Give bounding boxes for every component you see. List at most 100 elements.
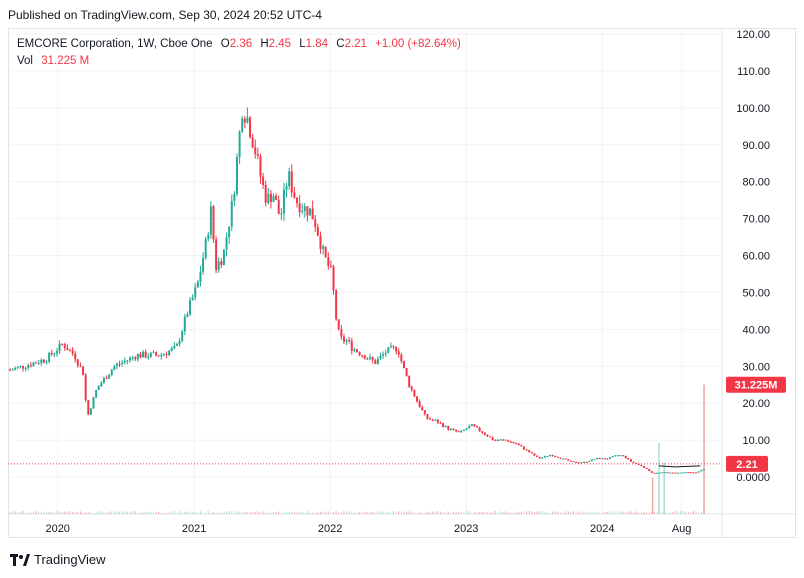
tradingview-logo-icon — [10, 553, 30, 566]
volume-bar — [244, 511, 246, 514]
volume-bar — [236, 511, 238, 514]
volume-bar — [254, 511, 256, 514]
candle-body — [131, 357, 134, 359]
candle-body — [295, 197, 298, 204]
candle-body — [449, 428, 452, 430]
volume-bar — [468, 511, 470, 514]
volume-bar — [215, 512, 217, 514]
volume-bar — [677, 512, 679, 514]
volume-bar — [72, 512, 74, 514]
volume-bar — [92, 512, 94, 514]
tradingview-logo[interactable]: TradingView — [10, 552, 106, 567]
volume-bar — [583, 511, 585, 514]
candle-body — [290, 171, 293, 193]
volume-bar — [544, 511, 546, 514]
volume-bar — [116, 511, 118, 514]
candle-body — [478, 427, 481, 432]
volume-bar — [176, 512, 178, 514]
candle-body — [549, 455, 552, 457]
candle-body — [50, 352, 53, 355]
volume-bar — [79, 511, 81, 514]
candle-body — [155, 352, 158, 356]
candle-body — [348, 339, 351, 341]
candle-body — [126, 360, 129, 362]
candle-body — [9, 369, 11, 371]
candle-body — [525, 449, 528, 451]
candle-body — [241, 118, 244, 132]
volume-bar — [241, 512, 243, 514]
volume-bar — [171, 511, 173, 514]
candle-body — [671, 472, 674, 474]
volume-bar — [700, 511, 702, 514]
volume-bar — [35, 511, 37, 514]
volume-bar — [604, 511, 606, 514]
y-tick-label: 60.00 — [742, 251, 770, 263]
volume-bar — [612, 511, 614, 514]
volume-bar — [646, 512, 648, 514]
volume-bar — [596, 512, 598, 514]
candle-body — [371, 356, 374, 361]
volume-bar — [66, 512, 68, 514]
candle-body — [663, 472, 666, 474]
candle-body — [282, 189, 285, 214]
candle-body — [538, 456, 541, 459]
candle-body — [71, 350, 74, 354]
y-tick-label: 30.00 — [742, 361, 770, 373]
volume-bar — [643, 511, 645, 514]
candle-body — [303, 206, 306, 211]
volume-bar — [335, 511, 337, 514]
candle-body — [246, 117, 249, 123]
candle-body — [528, 450, 531, 453]
candle-body — [350, 340, 353, 351]
volume-bar — [325, 512, 327, 514]
candle-body — [97, 386, 100, 391]
volume-bar — [210, 512, 212, 514]
candle-body — [486, 434, 489, 437]
candle-body — [37, 363, 40, 365]
volume-bar — [518, 511, 520, 514]
volume-bar — [82, 512, 84, 514]
candle-body — [648, 468, 651, 472]
volume-bar — [554, 511, 556, 514]
volume-bar — [460, 512, 462, 514]
candle-body — [152, 352, 155, 354]
candle-body — [118, 363, 121, 365]
volume-bar — [442, 512, 444, 514]
volume-bar — [479, 512, 481, 514]
volume-bar — [398, 511, 400, 514]
volume-bar — [486, 512, 488, 514]
volume-bar — [231, 511, 233, 514]
volume-bar — [145, 511, 147, 514]
volume-bar — [374, 512, 376, 514]
candle-body — [123, 360, 126, 363]
candle-body — [397, 351, 400, 355]
candle-body — [45, 361, 48, 363]
volume-bar — [499, 511, 501, 514]
candle-body — [536, 455, 539, 457]
volume-bar — [22, 511, 24, 514]
volume-bar — [586, 512, 588, 514]
volume-bar — [437, 511, 439, 514]
volume-bar — [656, 512, 658, 514]
candle-body — [238, 131, 241, 158]
volume-bar — [270, 512, 272, 514]
candle-body — [596, 458, 599, 460]
volume-bar — [617, 511, 619, 514]
volume-bar — [494, 511, 496, 514]
volume-bar — [192, 512, 194, 514]
volume-bar — [312, 512, 314, 514]
volume-bar — [134, 511, 136, 514]
volume-bar — [338, 512, 340, 514]
candle-body — [402, 361, 405, 369]
candle-body — [306, 206, 309, 216]
candle-body — [426, 414, 429, 419]
candle-body — [262, 176, 265, 185]
candle-body — [494, 440, 497, 442]
volume-bar — [377, 511, 379, 514]
candle-body — [619, 455, 622, 457]
volume-bar — [343, 511, 345, 514]
candle-body — [601, 458, 604, 460]
chart-grid — [8, 28, 796, 538]
candle-body — [489, 436, 492, 438]
